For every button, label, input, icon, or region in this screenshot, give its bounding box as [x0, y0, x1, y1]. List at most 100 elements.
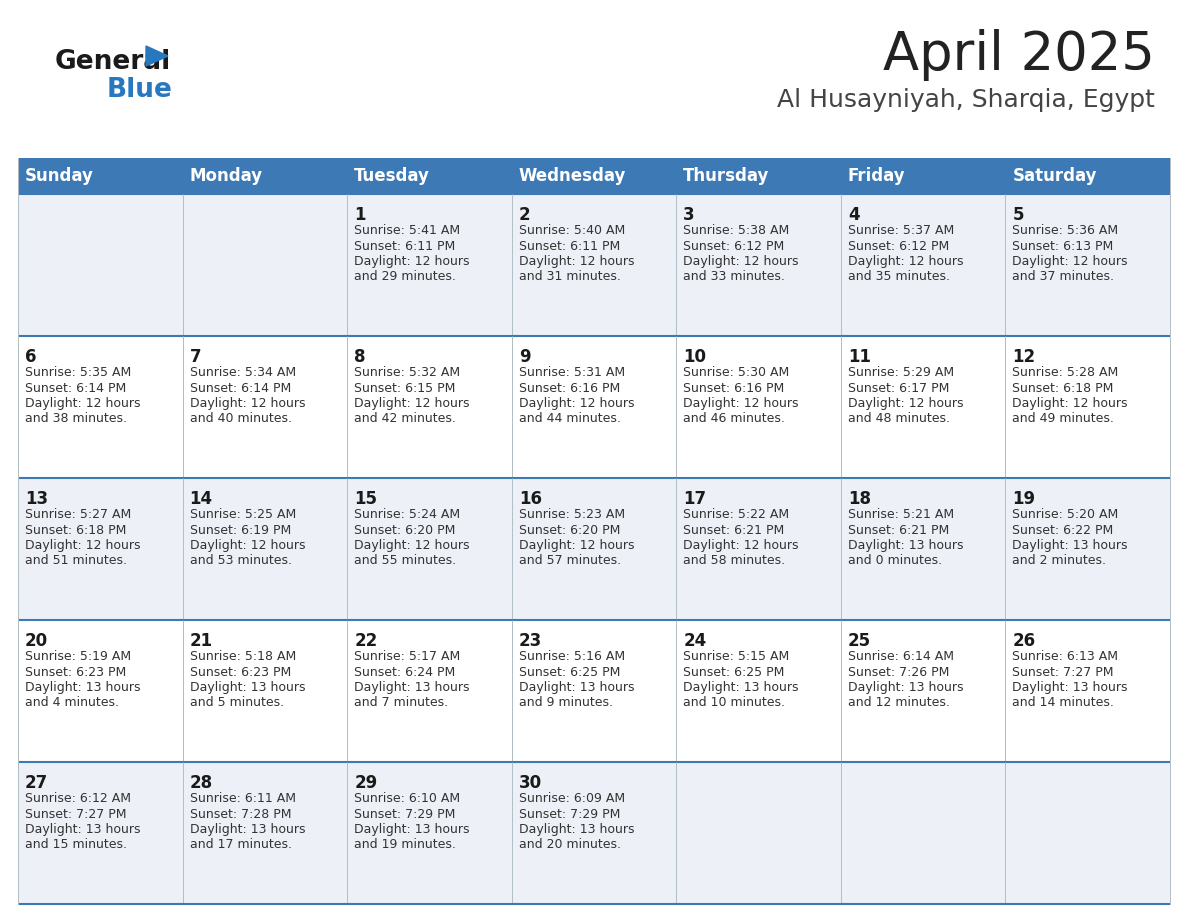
Text: 23: 23 — [519, 632, 542, 650]
Bar — [841, 158, 1005, 194]
Text: Daylight: 12 hours: Daylight: 12 hours — [354, 539, 469, 552]
Text: Sunset: 6:23 PM: Sunset: 6:23 PM — [190, 666, 291, 678]
Text: Daylight: 13 hours: Daylight: 13 hours — [25, 823, 140, 836]
Text: Sunrise: 5:18 AM: Sunrise: 5:18 AM — [190, 650, 296, 663]
Bar — [18, 158, 183, 194]
Text: and 46 minutes.: and 46 minutes. — [683, 412, 785, 426]
Text: Sunrise: 5:21 AM: Sunrise: 5:21 AM — [848, 508, 954, 521]
Text: Sunrise: 6:14 AM: Sunrise: 6:14 AM — [848, 650, 954, 663]
Text: 2: 2 — [519, 206, 530, 224]
Text: Daylight: 13 hours: Daylight: 13 hours — [354, 681, 469, 694]
Text: General: General — [55, 49, 171, 75]
Text: and 48 minutes.: and 48 minutes. — [848, 412, 950, 426]
Text: and 37 minutes.: and 37 minutes. — [1012, 271, 1114, 284]
Text: Daylight: 13 hours: Daylight: 13 hours — [190, 681, 305, 694]
Text: Sunrise: 5:34 AM: Sunrise: 5:34 AM — [190, 366, 296, 379]
Text: Daylight: 12 hours: Daylight: 12 hours — [519, 255, 634, 268]
Text: Sunset: 6:23 PM: Sunset: 6:23 PM — [25, 666, 126, 678]
Text: Daylight: 13 hours: Daylight: 13 hours — [848, 539, 963, 552]
Text: 5: 5 — [1012, 206, 1024, 224]
Text: Sunrise: 5:22 AM: Sunrise: 5:22 AM — [683, 508, 789, 521]
Text: and 58 minutes.: and 58 minutes. — [683, 554, 785, 567]
Text: and 2 minutes.: and 2 minutes. — [1012, 554, 1106, 567]
Text: Daylight: 12 hours: Daylight: 12 hours — [1012, 255, 1127, 268]
Text: 21: 21 — [190, 632, 213, 650]
Text: Sunrise: 5:25 AM: Sunrise: 5:25 AM — [190, 508, 296, 521]
Bar — [18, 620, 1170, 762]
Text: Sunset: 6:18 PM: Sunset: 6:18 PM — [1012, 382, 1114, 395]
Text: Sunset: 6:20 PM: Sunset: 6:20 PM — [519, 523, 620, 536]
Text: Daylight: 12 hours: Daylight: 12 hours — [354, 397, 469, 410]
Text: and 53 minutes.: and 53 minutes. — [190, 554, 291, 567]
Text: and 33 minutes.: and 33 minutes. — [683, 271, 785, 284]
Text: and 5 minutes.: and 5 minutes. — [190, 697, 284, 710]
Text: 29: 29 — [354, 774, 378, 792]
Text: 27: 27 — [25, 774, 49, 792]
Text: Monday: Monday — [190, 167, 263, 185]
Text: Daylight: 12 hours: Daylight: 12 hours — [519, 397, 634, 410]
Text: Sunset: 6:21 PM: Sunset: 6:21 PM — [848, 523, 949, 536]
Text: Sunset: 6:25 PM: Sunset: 6:25 PM — [683, 666, 784, 678]
Text: Sunset: 6:17 PM: Sunset: 6:17 PM — [848, 382, 949, 395]
Text: and 40 minutes.: and 40 minutes. — [190, 412, 291, 426]
Text: 25: 25 — [848, 632, 871, 650]
Text: Sunset: 6:24 PM: Sunset: 6:24 PM — [354, 666, 455, 678]
Text: 4: 4 — [848, 206, 859, 224]
Text: Daylight: 13 hours: Daylight: 13 hours — [354, 823, 469, 836]
Text: Al Husayniyah, Sharqia, Egypt: Al Husayniyah, Sharqia, Egypt — [777, 88, 1155, 112]
Text: Daylight: 12 hours: Daylight: 12 hours — [190, 539, 305, 552]
Text: Daylight: 13 hours: Daylight: 13 hours — [1012, 539, 1127, 552]
Text: Sunrise: 6:13 AM: Sunrise: 6:13 AM — [1012, 650, 1118, 663]
Text: and 44 minutes.: and 44 minutes. — [519, 412, 620, 426]
Text: Sunset: 6:12 PM: Sunset: 6:12 PM — [683, 240, 784, 252]
Text: Blue: Blue — [107, 77, 173, 103]
Text: Daylight: 12 hours: Daylight: 12 hours — [190, 397, 305, 410]
Text: Sunset: 6:14 PM: Sunset: 6:14 PM — [190, 382, 291, 395]
Text: Sunrise: 5:30 AM: Sunrise: 5:30 AM — [683, 366, 790, 379]
Text: Sunset: 7:29 PM: Sunset: 7:29 PM — [354, 808, 455, 821]
Text: 3: 3 — [683, 206, 695, 224]
Text: Sunset: 6:22 PM: Sunset: 6:22 PM — [1012, 523, 1113, 536]
Text: Sunrise: 6:09 AM: Sunrise: 6:09 AM — [519, 792, 625, 805]
Text: and 12 minutes.: and 12 minutes. — [848, 697, 949, 710]
Text: Sunset: 6:20 PM: Sunset: 6:20 PM — [354, 523, 455, 536]
Bar — [347, 158, 512, 194]
Text: 13: 13 — [25, 490, 49, 508]
Text: 22: 22 — [354, 632, 378, 650]
Text: Sunset: 7:27 PM: Sunset: 7:27 PM — [25, 808, 126, 821]
Text: Daylight: 12 hours: Daylight: 12 hours — [683, 539, 798, 552]
Bar — [18, 194, 1170, 336]
Text: Daylight: 13 hours: Daylight: 13 hours — [190, 823, 305, 836]
Text: 11: 11 — [848, 348, 871, 366]
Text: 1: 1 — [354, 206, 366, 224]
Text: Daylight: 12 hours: Daylight: 12 hours — [1012, 397, 1127, 410]
Text: Sunset: 6:21 PM: Sunset: 6:21 PM — [683, 523, 784, 536]
Text: April 2025: April 2025 — [883, 29, 1155, 81]
Text: Sunset: 6:18 PM: Sunset: 6:18 PM — [25, 523, 126, 536]
Text: Sunrise: 5:31 AM: Sunrise: 5:31 AM — [519, 366, 625, 379]
Text: 30: 30 — [519, 774, 542, 792]
Text: Sunset: 6:14 PM: Sunset: 6:14 PM — [25, 382, 126, 395]
Text: Sunrise: 6:10 AM: Sunrise: 6:10 AM — [354, 792, 460, 805]
Text: Daylight: 13 hours: Daylight: 13 hours — [683, 681, 798, 694]
Text: 8: 8 — [354, 348, 366, 366]
Text: 20: 20 — [25, 632, 49, 650]
Text: Sunrise: 5:38 AM: Sunrise: 5:38 AM — [683, 224, 790, 237]
Text: and 29 minutes.: and 29 minutes. — [354, 271, 456, 284]
Text: Sunrise: 5:17 AM: Sunrise: 5:17 AM — [354, 650, 461, 663]
Text: and 0 minutes.: and 0 minutes. — [848, 554, 942, 567]
Bar — [183, 158, 347, 194]
Text: Tuesday: Tuesday — [354, 167, 430, 185]
Text: Sunset: 6:11 PM: Sunset: 6:11 PM — [519, 240, 620, 252]
Text: 17: 17 — [683, 490, 707, 508]
Text: Daylight: 12 hours: Daylight: 12 hours — [354, 255, 469, 268]
Text: Sunrise: 5:41 AM: Sunrise: 5:41 AM — [354, 224, 460, 237]
Text: Sunrise: 5:32 AM: Sunrise: 5:32 AM — [354, 366, 460, 379]
Text: Daylight: 12 hours: Daylight: 12 hours — [683, 397, 798, 410]
Text: and 31 minutes.: and 31 minutes. — [519, 271, 620, 284]
Text: Sunset: 6:11 PM: Sunset: 6:11 PM — [354, 240, 455, 252]
Text: 6: 6 — [25, 348, 37, 366]
Text: Sunset: 6:19 PM: Sunset: 6:19 PM — [190, 523, 291, 536]
Text: Daylight: 12 hours: Daylight: 12 hours — [683, 255, 798, 268]
Text: and 20 minutes.: and 20 minutes. — [519, 838, 620, 852]
